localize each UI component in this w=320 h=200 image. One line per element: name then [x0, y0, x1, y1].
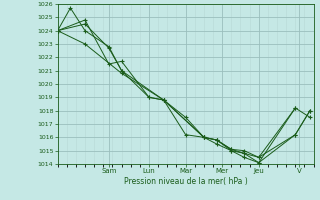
X-axis label: Pression niveau de la mer( hPa ): Pression niveau de la mer( hPa )	[124, 177, 247, 186]
